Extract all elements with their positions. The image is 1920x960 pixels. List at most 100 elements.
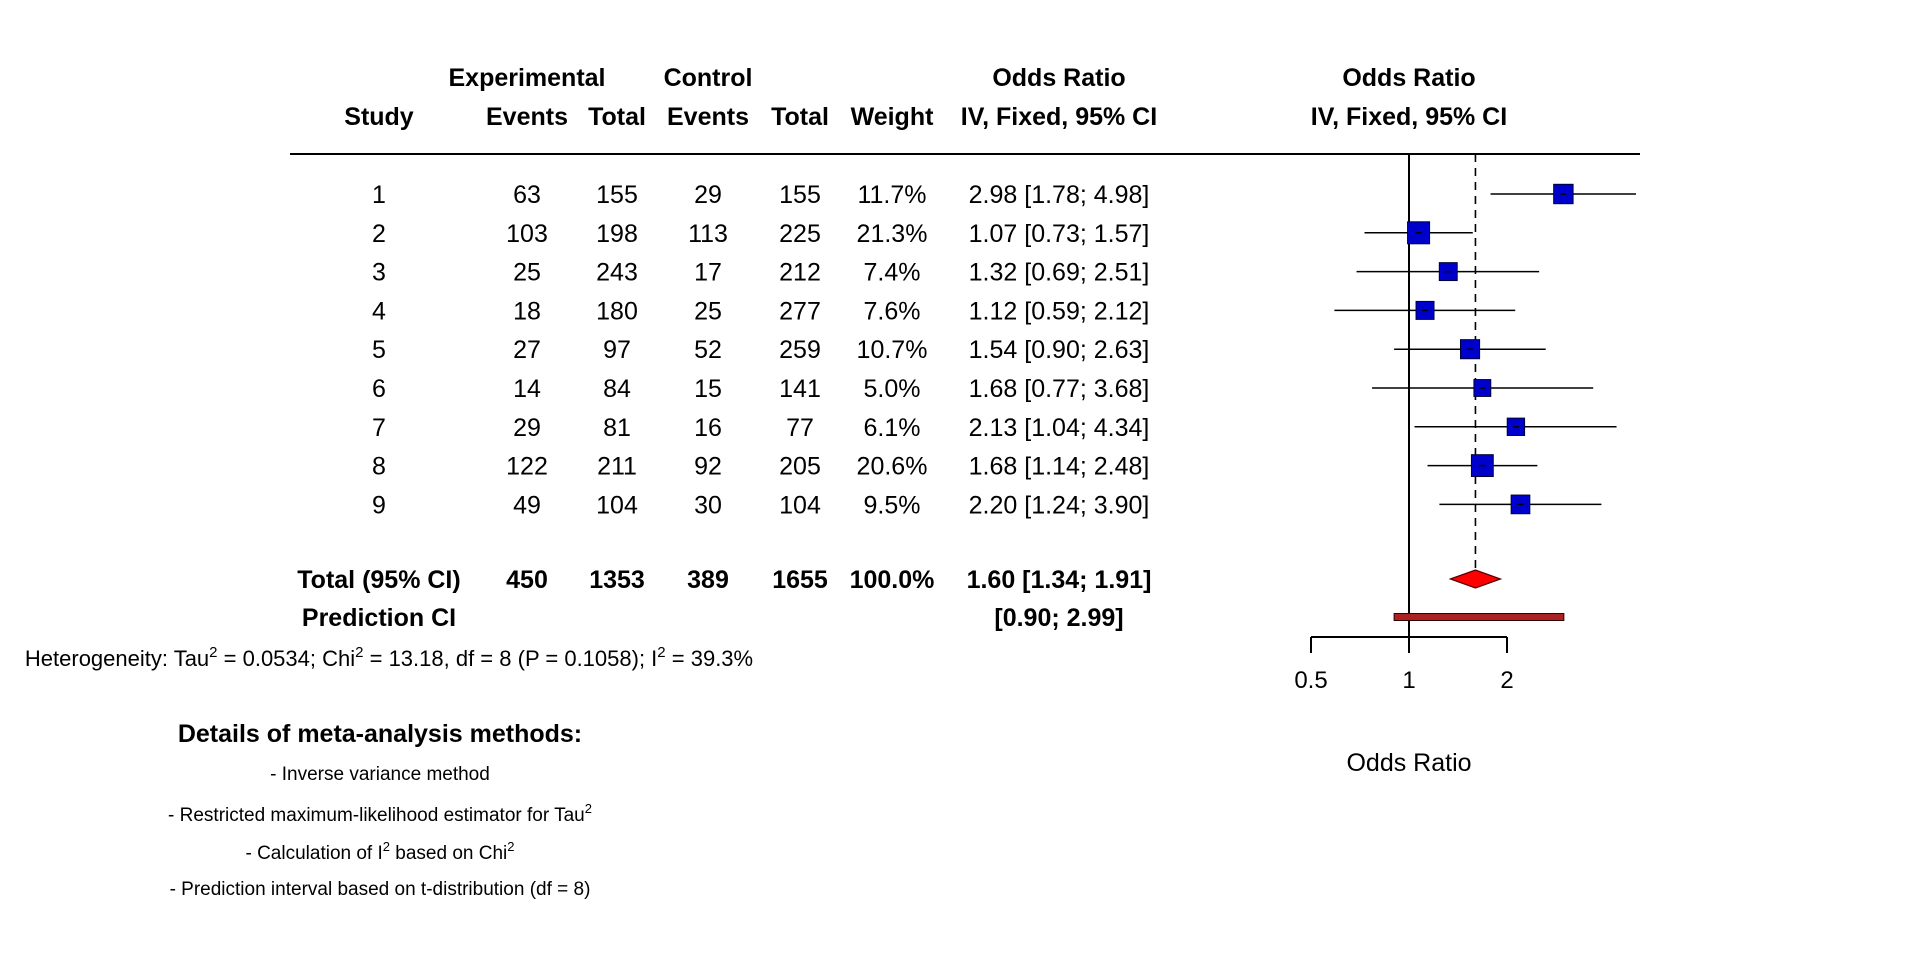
cell-exp-total: 180 <box>596 297 638 325</box>
het-tau2: 0.0534 <box>243 646 310 671</box>
cell-exp-events: 49 <box>513 491 541 519</box>
header-study: Study <box>344 103 414 131</box>
x-tick-label: 0.5 <box>1294 667 1327 694</box>
cell-ctrl-total: 225 <box>779 220 821 248</box>
cell-ctrl-total: 155 <box>779 181 821 209</box>
cell-ci-text: 1.54 [0.90; 2.63] <box>969 336 1150 364</box>
cell-exp-events: 18 <box>513 297 541 325</box>
cell-ctrl-total: 77 <box>786 414 814 442</box>
header-plot-method: IV, Fixed, 95% CI <box>1311 103 1507 131</box>
total-ci: 1.60 [1.34; 1.91] <box>967 566 1152 594</box>
cell-ctrl-events: 30 <box>694 491 722 519</box>
cell-exp-events: 29 <box>513 414 541 442</box>
cell-ctrl-events: 15 <box>694 375 722 403</box>
cell-ci-text: 2.20 [1.24; 3.90] <box>969 491 1150 519</box>
total-label: Total (95% CI) <box>297 566 460 594</box>
cell-study: 6 <box>372 375 386 403</box>
x-tick-label: 2 <box>1500 667 1513 694</box>
cell-ctrl-events: 92 <box>694 453 722 481</box>
cell-exp-total: 198 <box>596 220 638 248</box>
cell-weight: 7.6% <box>864 297 921 325</box>
cell-ctrl-total: 104 <box>779 491 821 519</box>
cell-ci-text: 1.68 [1.14; 2.48] <box>969 453 1150 481</box>
cell-ci-text: 1.12 [0.59; 2.12] <box>969 297 1150 325</box>
cell-exp-total: 81 <box>603 414 631 442</box>
header-ctrl-total: Total <box>771 103 829 131</box>
methods-line-3: - Calculation of I2 based on Chi2 <box>245 839 514 864</box>
cell-ctrl-events: 25 <box>694 297 722 325</box>
study-rows: 1 63 155 29 155 11.7% 2.98 [1.78; 4.98]2 103 198… <box>372 181 1149 519</box>
x-tick-label: 1 <box>1402 667 1415 694</box>
header-or-title: Odds Ratio <box>992 64 1125 92</box>
cell-ctrl-total: 212 <box>779 259 821 287</box>
het-p: 0.1058 <box>564 646 631 671</box>
cell-ctrl-total: 259 <box>779 336 821 364</box>
cell-ci-text: 2.98 [1.78; 4.98] <box>969 181 1150 209</box>
cell-ci-text: 1.68 [0.77; 3.68] <box>969 375 1150 403</box>
cell-weight: 10.7% <box>857 336 928 364</box>
cell-exp-events: 27 <box>513 336 541 364</box>
cell-exp-total: 84 <box>603 375 631 403</box>
cell-weight: 6.1% <box>864 414 921 442</box>
cell-ci-text: 1.07 [0.73; 1.57] <box>969 220 1150 248</box>
header-ctrl-events: Events <box>667 103 749 131</box>
methods-title: Details of meta-analysis methods: <box>178 720 582 748</box>
header-plot-title: Odds Ratio <box>1342 64 1475 92</box>
header-weight: Weight <box>851 103 935 131</box>
cell-exp-total: 104 <box>596 491 638 519</box>
total-exp-events: 450 <box>506 566 548 594</box>
cell-ctrl-total: 277 <box>779 297 821 325</box>
cell-exp-events: 63 <box>513 181 541 209</box>
cell-ctrl-total: 205 <box>779 453 821 481</box>
cell-weight: 11.7% <box>857 181 926 209</box>
cell-study: 9 <box>372 491 386 519</box>
cell-ctrl-events: 29 <box>694 181 722 209</box>
cell-weight: 9.5% <box>864 491 921 519</box>
methods-block: Details of meta-analysis methods: - Inve… <box>168 720 592 900</box>
cell-ctrl-events: 113 <box>688 220 728 248</box>
summary-diamond <box>1448 569 1503 589</box>
cell-exp-events: 103 <box>506 220 548 248</box>
prediction-interval-bar <box>1393 613 1565 621</box>
cell-weight: 7.4% <box>864 259 921 287</box>
cell-weight: 5.0% <box>864 375 921 403</box>
cell-exp-events: 25 <box>513 259 541 287</box>
total-weight: 100.0% <box>850 566 935 594</box>
total-exp-total: 1353 <box>589 566 645 594</box>
header-or-method: IV, Fixed, 95% CI <box>961 103 1157 131</box>
het-prefix: Heterogeneity: Tau <box>25 646 209 671</box>
cell-study: 8 <box>372 453 386 481</box>
cell-ctrl-events: 16 <box>694 414 722 442</box>
cell-study: 3 <box>372 259 386 287</box>
prediction-ci: [0.90; 2.99] <box>994 604 1123 632</box>
total-ctrl-total: 1655 <box>772 566 828 594</box>
cell-study: 7 <box>372 414 386 442</box>
methods-line-1: - Inverse variance method <box>270 764 490 785</box>
het-df: 8 <box>499 646 511 671</box>
cell-study: 1 <box>372 181 386 209</box>
cell-exp-events: 14 <box>513 375 541 403</box>
table-header: Experimental Control Odds Ratio Odds Rat… <box>344 64 1507 131</box>
methods-line-4: - Prediction interval based on t-distrib… <box>170 879 591 900</box>
methods-line-2: - Restricted maximum-likelihood estimato… <box>168 801 592 826</box>
header-group-control: Control <box>664 64 753 92</box>
cell-study: 5 <box>372 336 386 364</box>
cell-ci-text: 1.32 [0.69; 2.51] <box>969 259 1150 287</box>
cell-exp-total: 243 <box>596 259 638 287</box>
cell-ctrl-events: 52 <box>694 336 722 364</box>
cell-exp-total: 97 <box>603 336 631 364</box>
heterogeneity-text: Heterogeneity: Tau2 = 0.0534; Chi2 = 13.… <box>25 644 753 671</box>
cell-ci-text: 2.13 [1.04; 4.34] <box>969 414 1150 442</box>
prediction-row: Prediction CI [0.90; 2.99] <box>302 604 1124 632</box>
cell-exp-total: 211 <box>597 453 637 481</box>
total-row: Total (95% CI) 450 1353 389 1655 100.0% … <box>297 566 1151 594</box>
cell-exp-events: 122 <box>506 453 548 481</box>
cell-exp-total: 155 <box>596 181 638 209</box>
total-ctrl-events: 389 <box>687 566 729 594</box>
cell-study: 2 <box>372 220 386 248</box>
cell-weight: 21.3% <box>857 220 928 248</box>
cell-weight: 20.6% <box>857 453 928 481</box>
cell-ctrl-total: 141 <box>779 375 821 403</box>
x-axis-label: Odds Ratio <box>1346 749 1471 777</box>
